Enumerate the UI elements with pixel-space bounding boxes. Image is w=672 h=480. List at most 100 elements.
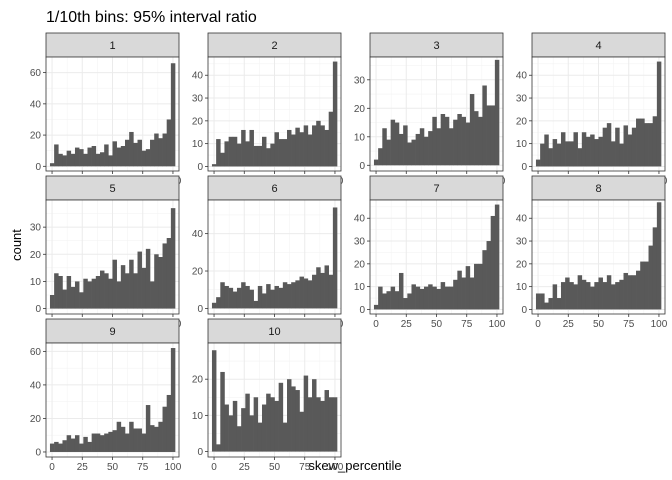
facet-1: 102040600255075100 <box>30 32 182 187</box>
histogram-bar <box>216 297 221 309</box>
y-tick-label: 0 <box>521 305 527 316</box>
x-tick-label: 50 <box>593 319 605 330</box>
histogram-bar <box>232 400 238 452</box>
histogram-bar <box>158 421 163 452</box>
histogram-bar <box>145 248 151 309</box>
histogram-bar <box>220 371 225 452</box>
histogram-bar <box>295 390 300 452</box>
histogram-bar <box>432 286 437 310</box>
y-tick-label: 20 <box>192 267 204 278</box>
histogram-bar <box>465 122 471 166</box>
x-tick-label: 50 <box>269 462 281 473</box>
y-tick-label: 40 <box>354 214 366 225</box>
histogram-bar <box>95 276 101 309</box>
histogram-bar <box>494 59 500 166</box>
histogram-bar <box>436 128 441 166</box>
histogram-bar <box>220 152 225 167</box>
histogram-bar <box>656 61 662 167</box>
histogram-bar <box>74 147 80 167</box>
histogram-bar <box>565 141 570 167</box>
histogram-bar <box>74 435 80 452</box>
histogram-bar <box>573 132 578 167</box>
facet-strip-label: 9 <box>109 326 115 338</box>
histogram-bar <box>112 141 117 167</box>
histogram-bar <box>74 281 80 309</box>
histogram-bar <box>398 272 404 310</box>
histogram-bar <box>303 278 309 309</box>
histogram-bar <box>453 279 458 310</box>
histogram-bar <box>444 116 450 166</box>
x-tick-label: 100 <box>165 462 182 473</box>
histogram-bar <box>465 266 471 310</box>
histogram-bar <box>95 433 101 452</box>
y-tick-label: 0 <box>359 161 365 172</box>
histogram-bar <box>236 287 242 309</box>
histogram-bar <box>598 136 603 167</box>
histogram-bar <box>474 263 479 310</box>
histogram-bar <box>145 149 151 167</box>
histogram-bar <box>257 422 263 452</box>
y-tick-label: 60 <box>30 68 42 79</box>
histogram-bar <box>129 259 134 309</box>
y-tick-label: 10 <box>354 132 366 143</box>
histogram-bar <box>540 293 545 310</box>
histogram-bar <box>162 133 167 167</box>
histogram-bar <box>295 280 300 309</box>
histogram-bar <box>631 127 637 167</box>
histogram-bar <box>253 300 259 309</box>
histogram-bar <box>432 116 437 166</box>
histogram-bar <box>291 134 296 167</box>
histogram-bar <box>606 123 612 167</box>
histogram-bar <box>640 118 645 167</box>
histogram-bar <box>307 280 313 309</box>
histogram-bar <box>631 275 637 310</box>
histogram-bar <box>560 282 566 310</box>
histogram-bar <box>224 285 229 309</box>
x-tick-label: 100 <box>327 462 344 473</box>
x-tick-label: 75 <box>299 462 311 473</box>
histogram-bar <box>390 119 396 166</box>
histogram-bar <box>469 277 475 310</box>
histogram-bar <box>154 426 159 452</box>
histogram-bar <box>70 286 76 309</box>
histogram-bar <box>116 147 122 167</box>
histogram-bar <box>282 139 288 167</box>
y-tick-label: 30 <box>354 237 366 248</box>
x-tick-label: 75 <box>137 462 149 473</box>
histogram-bar <box>328 274 334 309</box>
histogram-bar <box>158 138 163 167</box>
facet-6: 6020400255075100 <box>192 175 344 330</box>
histogram-bar <box>137 251 142 309</box>
histogram-bar <box>245 393 250 452</box>
histogram-bar <box>278 382 284 452</box>
histogram-bar <box>299 411 304 452</box>
histogram-bar <box>62 155 67 167</box>
histogram-bar <box>91 146 97 167</box>
histogram-bar <box>490 215 496 310</box>
histogram-bar <box>611 141 616 167</box>
histogram-bar <box>324 265 329 309</box>
y-tick-label: 60 <box>30 347 42 358</box>
histogram-bar <box>79 443 84 452</box>
histogram-bar <box>274 400 279 452</box>
y-tick-label: 10 <box>30 277 42 288</box>
y-tick-label: 10 <box>354 282 366 293</box>
y-tick-label: 0 <box>197 447 203 458</box>
histogram-bar <box>316 267 321 309</box>
histogram-bar <box>378 148 383 166</box>
x-tick-label: 50 <box>431 319 443 330</box>
histogram-bar <box>261 136 267 167</box>
y-tick-label: 20 <box>30 414 42 425</box>
histogram-bar <box>560 132 566 167</box>
facet-3: 301020300255075100 <box>354 32 506 187</box>
histogram-bar <box>648 123 653 167</box>
facet-9: 9 0 20 40 60 0 25 50 75 100 <box>30 318 182 473</box>
y-tick-label: 20 <box>516 259 528 270</box>
facet-4: 40102030400255075100 <box>516 32 668 187</box>
histogram-bar <box>565 277 570 310</box>
histogram-bar <box>594 139 599 167</box>
histogram-bar <box>104 273 109 309</box>
histogram-bar <box>66 276 72 309</box>
histogram-bar <box>108 431 113 452</box>
histogram-bar <box>482 250 487 310</box>
